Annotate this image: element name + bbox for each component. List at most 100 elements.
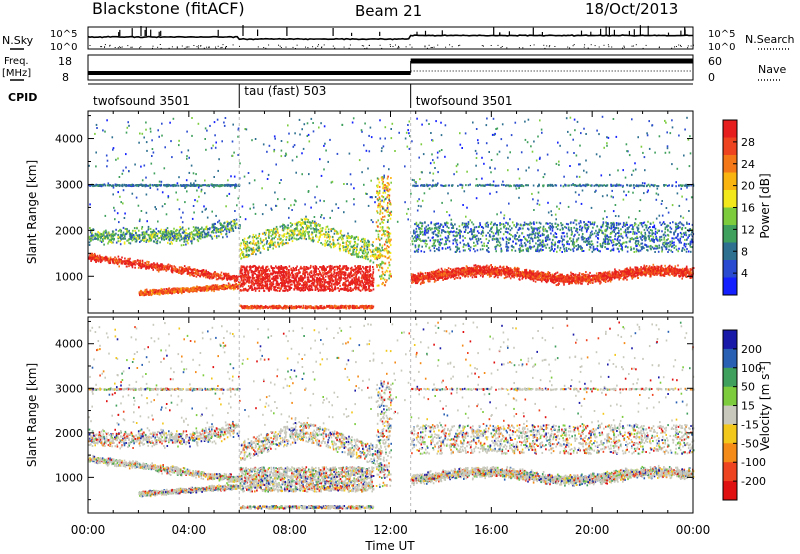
nsearch-dot bbox=[220, 47, 221, 48]
power-cell bbox=[165, 292, 167, 294]
power-cell bbox=[214, 223, 216, 225]
power-cell bbox=[248, 276, 250, 278]
power-cell bbox=[321, 287, 323, 289]
power-cell bbox=[367, 253, 369, 255]
power-cell bbox=[207, 271, 209, 273]
nsearch-dot bbox=[412, 47, 413, 48]
power-cell bbox=[121, 257, 123, 259]
power-cell bbox=[217, 288, 219, 290]
power-cell bbox=[167, 242, 169, 244]
power-cell bbox=[276, 284, 278, 286]
power-cell bbox=[331, 290, 333, 292]
power-cell bbox=[134, 260, 136, 262]
nsearch-dot bbox=[676, 46, 677, 47]
power-cell bbox=[94, 238, 96, 240]
power-cell bbox=[132, 185, 134, 187]
power-cell bbox=[178, 288, 180, 290]
nsearch-dot bbox=[157, 47, 158, 48]
power-cell bbox=[270, 241, 272, 243]
power-cell bbox=[128, 263, 130, 265]
power-cell bbox=[271, 278, 273, 280]
power-cell bbox=[231, 225, 233, 227]
power-cell bbox=[139, 264, 141, 266]
power-cell bbox=[365, 250, 367, 252]
nsearch-dot bbox=[318, 44, 319, 45]
power-cell bbox=[175, 230, 177, 232]
power-cell bbox=[318, 274, 320, 276]
power-cell bbox=[244, 247, 246, 249]
nsearch-dot bbox=[482, 45, 483, 46]
power-cell bbox=[190, 240, 192, 242]
power-cell bbox=[303, 271, 305, 273]
nsearch-dot bbox=[349, 48, 350, 49]
power-cell bbox=[169, 287, 171, 289]
nsearch-dot bbox=[198, 45, 199, 46]
power-cell bbox=[334, 245, 336, 247]
power-cell bbox=[333, 240, 335, 242]
power-cell bbox=[196, 276, 198, 278]
power-cell bbox=[119, 240, 121, 242]
power-cell bbox=[286, 275, 288, 277]
power-cell bbox=[129, 238, 131, 240]
power-cell bbox=[236, 280, 238, 282]
power-cell bbox=[356, 287, 358, 289]
power-cell bbox=[329, 241, 331, 243]
power-cell bbox=[372, 266, 374, 268]
power-cell bbox=[151, 267, 153, 269]
power-cell bbox=[223, 273, 225, 275]
power-cell bbox=[334, 272, 336, 274]
power-cell bbox=[195, 230, 197, 232]
power-cell bbox=[240, 268, 242, 270]
power-cell bbox=[99, 239, 101, 241]
power-cell bbox=[314, 276, 316, 278]
power-cell bbox=[257, 247, 259, 249]
nsearch-dot bbox=[366, 48, 367, 49]
power-cell bbox=[142, 234, 144, 236]
nsearch-dot bbox=[187, 47, 188, 48]
power-cell bbox=[353, 254, 355, 256]
power-cell bbox=[97, 239, 99, 241]
power-cell bbox=[359, 285, 361, 287]
power-cell bbox=[99, 232, 101, 234]
power-cell bbox=[333, 228, 335, 230]
power-cell bbox=[363, 250, 365, 252]
power-cell bbox=[331, 274, 333, 276]
power-cell bbox=[97, 235, 99, 237]
power-cell bbox=[283, 279, 285, 281]
power-cell bbox=[96, 238, 98, 240]
power-cell bbox=[116, 242, 118, 244]
power-cell bbox=[290, 287, 292, 289]
power-cell bbox=[367, 273, 369, 275]
power-cell bbox=[94, 185, 96, 187]
power-cell bbox=[204, 271, 206, 273]
power-cell bbox=[347, 233, 349, 235]
power-cell bbox=[309, 286, 311, 288]
power-cell bbox=[351, 275, 353, 277]
power-cell bbox=[318, 224, 320, 226]
power-cell bbox=[277, 232, 279, 234]
nsearch-dot bbox=[362, 45, 363, 46]
power-cell bbox=[103, 244, 105, 246]
power-cell bbox=[257, 237, 259, 239]
power-cell bbox=[265, 273, 267, 275]
power-cell bbox=[318, 268, 320, 270]
power-cell bbox=[325, 240, 327, 242]
nave-tick-top: 60 bbox=[708, 55, 722, 68]
power-cell bbox=[296, 281, 298, 283]
power-cell bbox=[344, 282, 346, 284]
power-cell bbox=[288, 276, 290, 278]
power-cell bbox=[154, 235, 156, 237]
power-cell bbox=[184, 265, 186, 267]
power-cell bbox=[158, 237, 160, 239]
power-cell bbox=[159, 241, 161, 243]
nsearch-dot bbox=[534, 44, 535, 45]
power-cell bbox=[282, 239, 284, 241]
power-cell bbox=[275, 231, 277, 233]
power-cell bbox=[216, 273, 218, 275]
power-cell bbox=[349, 276, 351, 278]
power-cell bbox=[198, 185, 200, 187]
power-cell bbox=[178, 232, 180, 234]
power-cell bbox=[334, 233, 336, 235]
power-cell bbox=[100, 261, 102, 263]
power-cell bbox=[300, 222, 302, 224]
